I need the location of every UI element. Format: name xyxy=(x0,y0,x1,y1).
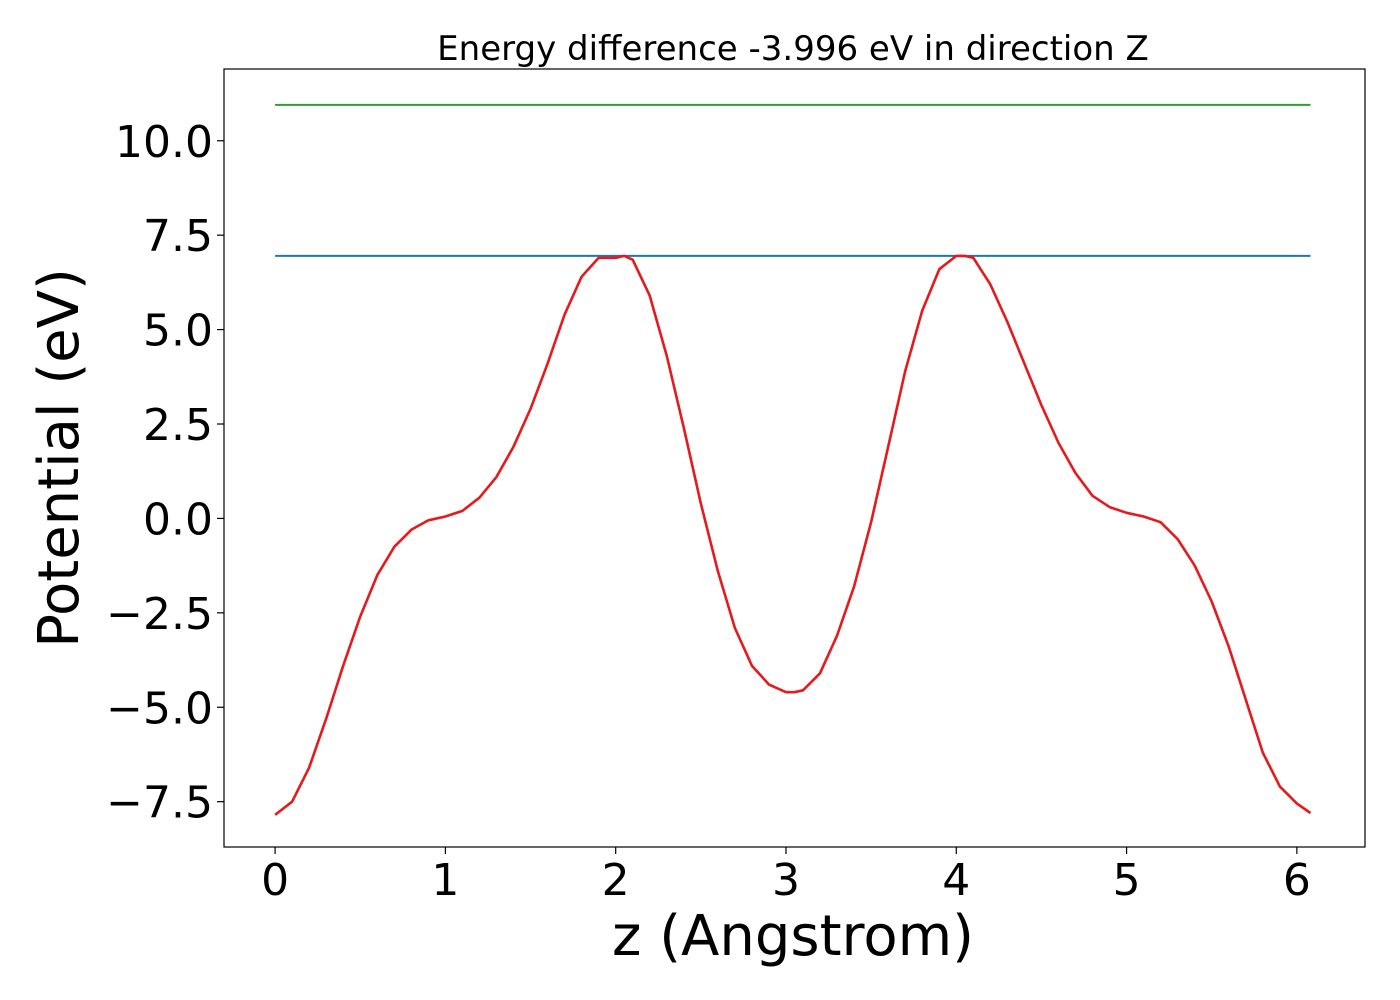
series-3-curve xyxy=(274,254,1312,816)
x-tick-label: 5 xyxy=(1113,855,1141,906)
y-tick-label: 7.5 xyxy=(143,211,213,262)
x-axis: 0 1 2 3 4 5 6 xyxy=(261,847,1311,906)
y-tick-label: 10.0 xyxy=(115,117,213,168)
y-axis: −7.5 −5.0 −2.5 0.0 2.5 5.0 7.5 10.0 xyxy=(106,117,224,829)
chart-title: Energy difference -3.996 eV in direction… xyxy=(437,29,1149,69)
y-tick-label: 0.0 xyxy=(143,494,213,545)
x-tick-label: 2 xyxy=(602,855,630,906)
y-tick-label: −5.0 xyxy=(106,683,213,734)
x-tick-label: 6 xyxy=(1283,855,1311,906)
x-tick-label: 3 xyxy=(772,855,800,906)
series-layer xyxy=(274,103,1312,816)
y-tick-label: 2.5 xyxy=(143,400,213,451)
y-tick-label: −2.5 xyxy=(106,589,213,640)
plot-area-frame xyxy=(223,68,1366,848)
y-tick-label: 5.0 xyxy=(143,306,213,357)
x-tick-label: 0 xyxy=(261,855,289,906)
x-tick-label: 1 xyxy=(431,855,459,906)
x-tick-label: 4 xyxy=(942,855,970,906)
x-axis-label: z (Angstrom) xyxy=(612,904,974,969)
y-tick-label: −7.5 xyxy=(106,778,213,829)
y-axis-label: Potential (eV) xyxy=(27,268,92,648)
